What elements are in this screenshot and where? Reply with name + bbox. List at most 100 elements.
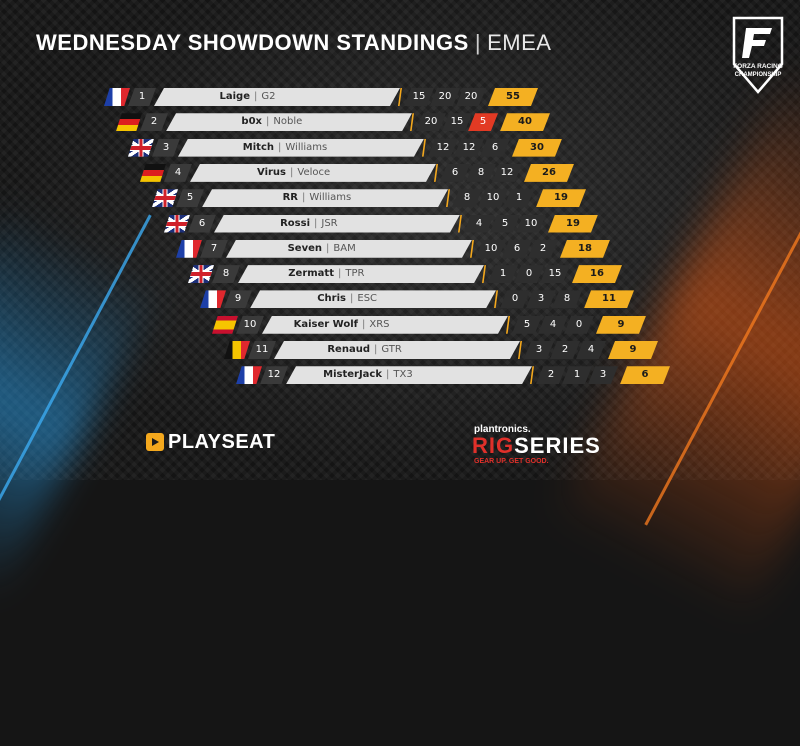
position-number: 2 (140, 113, 168, 132)
standings-row: 11 Renaud | GTR 3 2 4 9 (0, 341, 800, 359)
race-2-points: 0 (514, 265, 544, 284)
race-3-points: 5 (468, 113, 498, 132)
standings-row: 4 Virus | Veloce 6 8 12 26 (0, 163, 800, 182)
standings-row: 6 Rossi | JSR 4 5 10 19 (0, 214, 800, 233)
total-points: 6 (620, 366, 670, 385)
page-title: WEDNESDAY SHOWDOWN STANDINGS | EMEA (36, 30, 551, 56)
team-name: Veloce (297, 166, 331, 178)
race-3-points: 2 (528, 239, 558, 258)
name-bar-accent (458, 214, 462, 233)
team-separator: | (278, 141, 282, 153)
race-1-points: 2 (536, 366, 566, 385)
team-name: XRS (369, 318, 390, 330)
race-3-points: 1 (504, 189, 534, 208)
total-points: 16 (572, 265, 622, 284)
total-points: 9 (608, 341, 658, 359)
race-2-points: 1 (562, 366, 592, 385)
team-name: TX3 (393, 369, 413, 381)
name-bar-accent (398, 88, 402, 106)
driver-name: Seven (287, 242, 322, 254)
team-separator: | (254, 91, 258, 102)
race-3-points: 12 (492, 163, 522, 182)
team-separator: | (266, 116, 270, 128)
race-3-points: 15 (540, 265, 570, 284)
driver-label: Rossi (210, 215, 310, 233)
team-name: TPR (345, 268, 365, 280)
team-label: | ESC (346, 290, 377, 308)
driver-name: MisterJack (323, 369, 382, 381)
name-bar-accent (482, 265, 486, 284)
title-text: WEDNESDAY SHOWDOWN STANDINGS (36, 30, 469, 55)
driver-label: Virus (186, 164, 286, 182)
position-number: 8 (212, 265, 240, 284)
standings-row: 3 Mitch | Williams 12 12 6 30 (0, 138, 800, 157)
total-points: 19 (536, 189, 586, 208)
total-points: 26 (524, 163, 574, 182)
team-separator: | (350, 293, 354, 305)
race-1-points: 1 (488, 265, 518, 284)
team-name: JSR (321, 217, 338, 229)
rig-series-wordmark: RIGSERIES (472, 433, 601, 459)
driver-name-bar (202, 189, 448, 207)
race-2-points: 2 (550, 341, 580, 359)
team-separator: | (374, 344, 378, 355)
flag-es-icon (212, 315, 238, 334)
total-points: 55 (488, 88, 538, 106)
driver-name-bar (250, 290, 496, 308)
race-3-points: 8 (552, 290, 582, 309)
name-bar-accent (422, 138, 426, 157)
driver-label: Chris (246, 290, 346, 308)
race-2-points: 15 (442, 113, 472, 132)
team-label: | JSR (310, 215, 338, 233)
team-label: | XRS (358, 316, 390, 334)
team-name: GTR (381, 344, 402, 355)
position-number: 10 (236, 315, 264, 334)
driver-name-bar (178, 139, 424, 157)
position-number: 1 (128, 88, 156, 106)
team-separator: | (290, 166, 294, 178)
flag-gb-icon (188, 265, 214, 284)
driver-label: MisterJack (282, 366, 382, 384)
forza-line1: FORZA RACING (733, 63, 783, 70)
race-1-points: 4 (464, 214, 494, 233)
region-label: EMEA (487, 30, 552, 55)
driver-label: Seven (222, 240, 322, 258)
driver-name: Mitch (242, 141, 274, 153)
race-2-points: 3 (526, 290, 556, 309)
flag-de-icon (140, 163, 166, 182)
total-points: 11 (584, 290, 634, 309)
forza-shield-icon: FORZA RACING CHAMPIONSHIP (732, 16, 784, 94)
driver-name-bar (214, 215, 460, 233)
race-1-points: 12 (428, 138, 458, 157)
flag-de-icon (116, 113, 142, 132)
team-separator: | (338, 268, 342, 280)
race-2-points: 20 (430, 88, 460, 106)
team-name: Noble (273, 116, 303, 128)
race-2-points: 4 (538, 315, 568, 334)
team-separator: | (326, 242, 330, 254)
race-2-points: 12 (454, 138, 484, 157)
team-separator: | (302, 192, 306, 204)
race-3-points: 0 (564, 315, 594, 334)
name-bar-accent (410, 113, 414, 132)
standings-row: 12 MisterJack | TX3 2 1 3 6 (0, 366, 800, 385)
rig-series-logo: plantronics. RIGSERIES GEAR UP. GET GOOD… (472, 424, 672, 468)
driver-name-bar (286, 366, 532, 384)
flag-fr-icon (176, 239, 202, 258)
flag-gb-icon (152, 189, 178, 208)
name-bar-accent (518, 341, 522, 359)
playseat-play-icon (146, 433, 164, 451)
driver-name: Kaiser Wolf (293, 318, 358, 330)
driver-label: Laige (150, 88, 251, 106)
driver-name-bar (154, 88, 400, 106)
driver-name: RR (282, 192, 298, 204)
race-1-points: 0 (500, 290, 530, 309)
driver-label: Renaud (270, 341, 370, 359)
flag-fr-icon (104, 88, 130, 106)
rig-tagline: GEAR UP. GET GOOD. (474, 458, 549, 465)
total-points: 30 (512, 138, 562, 157)
driver-label: Zermatt (234, 265, 334, 283)
total-points: 19 (548, 214, 598, 233)
driver-label: Mitch (174, 139, 274, 157)
flag-be-icon (224, 341, 250, 359)
